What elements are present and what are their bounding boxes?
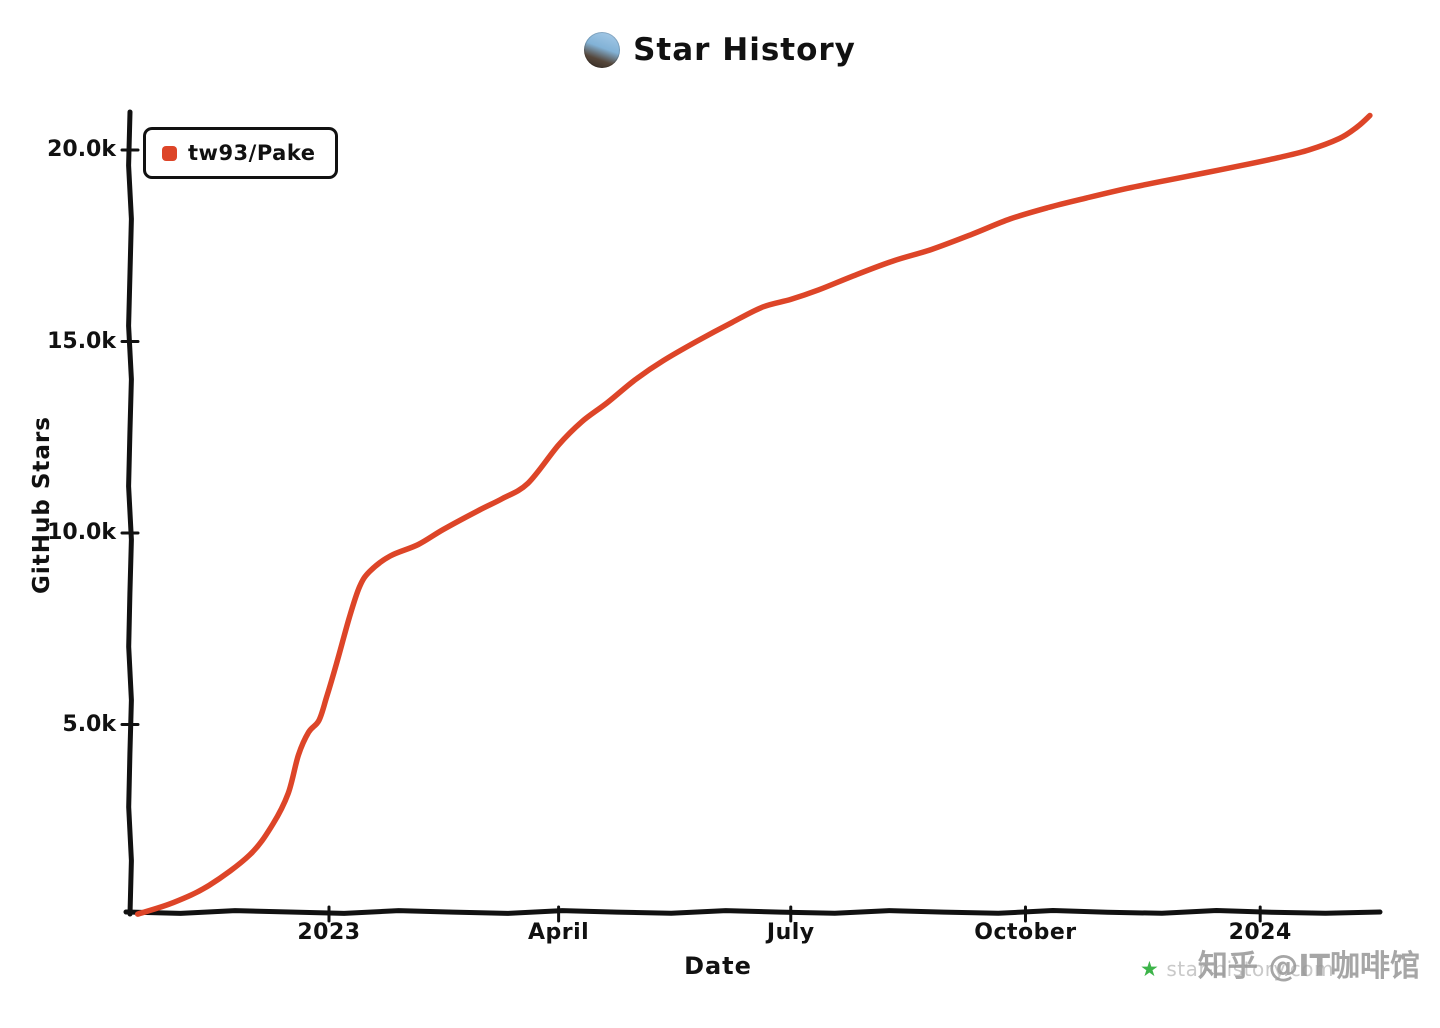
site-watermark-text: star-history.com: [1166, 957, 1334, 981]
page-title: Star History: [633, 32, 856, 68]
legend-color-swatch: [162, 145, 177, 161]
y-axis-title: GitHub Stars: [29, 416, 55, 594]
zhihu-watermark: 知乎 @IT咖啡馆: [1197, 949, 1420, 984]
chart-title-bar: Star History: [0, 32, 1440, 68]
series-line-tw93-Pake: [134, 112, 1373, 917]
tick-marks: [120, 148, 1262, 923]
legend: tw93/Pake: [143, 127, 339, 179]
axes: [123, 109, 1383, 917]
star-history-logo-icon: ★: [1139, 956, 1160, 981]
x-axis-line: [123, 908, 1383, 916]
x-axis-title: Date: [684, 952, 752, 980]
avatar: [584, 32, 621, 68]
site-watermark: ★ star-history.com: [1140, 957, 1334, 981]
legend-label: tw93/Pake: [188, 141, 316, 165]
y-axis-line: [126, 109, 134, 917]
